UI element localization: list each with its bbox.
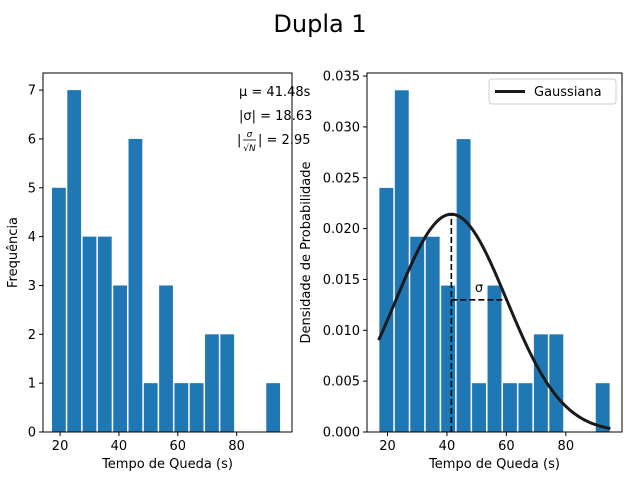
sigma-annotation: |σ| = 18.63 bbox=[239, 109, 312, 124]
x-tick-label: 60 bbox=[170, 439, 187, 454]
x-tick-label: 60 bbox=[498, 439, 515, 454]
y-tick-label: 0.015 bbox=[323, 273, 360, 288]
y-tick-label: 0.010 bbox=[323, 324, 360, 339]
figure-title: Dupla 1 bbox=[273, 10, 366, 38]
x-tick-label: 20 bbox=[379, 439, 396, 454]
bars bbox=[52, 90, 281, 432]
histogram-bar bbox=[220, 334, 235, 432]
std-error-denominator: √N bbox=[243, 143, 256, 154]
x-axis-label: Tempo de Queda (s) bbox=[101, 457, 233, 472]
histogram-bar bbox=[410, 236, 425, 432]
histogram-bar bbox=[472, 383, 486, 432]
y-tick-label: 0.005 bbox=[323, 375, 360, 390]
y-tick-label: 1 bbox=[28, 377, 36, 392]
histogram-bar bbox=[143, 383, 158, 432]
histogram-bar bbox=[189, 383, 204, 432]
y-axis-label: Frequência bbox=[6, 217, 21, 288]
std-error-numerator: σ bbox=[247, 130, 253, 140]
histogram-bar bbox=[518, 383, 533, 432]
y-tick-label: 5 bbox=[28, 181, 36, 196]
histogram-bar bbox=[52, 187, 66, 432]
gaussian-curve bbox=[377, 212, 611, 430]
x-tick-label: 80 bbox=[558, 439, 575, 454]
histogram-bar bbox=[174, 383, 189, 432]
axes-frame bbox=[366, 72, 623, 433]
histogram-bar bbox=[456, 139, 471, 433]
histogram-frequency-chart: 20 40 60 80 0 1 2 3 4 5 6 7 Tempo de Queda (s) Frequê… bbox=[6, 72, 312, 472]
y-tick-label: 0.030 bbox=[323, 120, 360, 135]
x-axis-label: Tempo de Queda (s) bbox=[428, 457, 560, 472]
histogram-bar bbox=[159, 285, 173, 432]
x-tick-label: 40 bbox=[439, 439, 456, 454]
std-error-annotation: | σ √N| = 2.95 bbox=[237, 130, 310, 154]
mean-annotation: μ = 41.48s bbox=[239, 85, 311, 100]
y-tick-label: 3 bbox=[28, 279, 36, 294]
histogram-bar bbox=[487, 285, 502, 432]
x-tick-label: 20 bbox=[52, 439, 69, 454]
legend-label: Gaussiana bbox=[534, 85, 602, 100]
y-tick-label: 0.020 bbox=[323, 222, 360, 237]
y-tick-label: 0.000 bbox=[323, 426, 360, 441]
std-error-suffix: | = 2.95 bbox=[258, 133, 310, 148]
histogram-bar bbox=[549, 334, 564, 432]
y-tick-label: 4 bbox=[28, 230, 36, 245]
histogram-bar bbox=[595, 383, 610, 432]
histogram-bar bbox=[266, 383, 281, 432]
histogram-bar bbox=[205, 334, 219, 432]
histogram-density-chart: σ 20 40 60 80 0.000 0.005 0.010 0.015 0.020 0.025 0… bbox=[299, 70, 623, 472]
y-tick-label: 7 bbox=[28, 84, 36, 99]
y-axis-label: Densidade de Probabilidade bbox=[299, 161, 314, 343]
histogram-bar bbox=[379, 187, 394, 432]
legend: Gaussiana bbox=[488, 78, 617, 105]
y-tick-label: 2 bbox=[28, 328, 36, 343]
y-tick-label: 0.025 bbox=[323, 171, 360, 186]
x-tick-label: 40 bbox=[111, 439, 128, 454]
histogram-bar bbox=[97, 236, 112, 432]
histogram-bar bbox=[425, 236, 440, 432]
y-tick-label: 0.035 bbox=[323, 70, 360, 85]
axes-frame bbox=[42, 72, 293, 433]
histogram-bar bbox=[82, 236, 97, 432]
histogram-bar bbox=[67, 90, 82, 432]
histogram-bar bbox=[394, 90, 409, 433]
histogram-bar bbox=[503, 383, 517, 432]
histogram-bar bbox=[441, 285, 456, 432]
y-tick-label: 0 bbox=[28, 426, 36, 441]
histogram-bar bbox=[128, 138, 143, 432]
std-error-prefix: | bbox=[237, 133, 241, 148]
histogram-bar bbox=[113, 285, 128, 432]
legend-box bbox=[488, 78, 617, 105]
x-tick-label: 80 bbox=[228, 439, 245, 454]
histogram-bar bbox=[533, 334, 548, 432]
y-tick-label: 6 bbox=[28, 132, 36, 147]
sigma-label: σ bbox=[475, 281, 483, 296]
